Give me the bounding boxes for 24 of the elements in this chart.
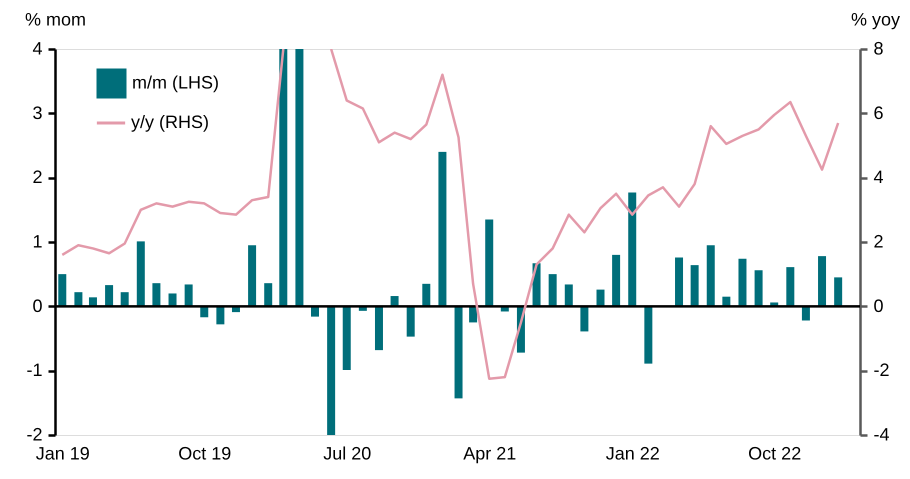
y-tick-label: -1 [26, 360, 42, 380]
y2-axis-title: % yoy [850, 10, 900, 30]
y-tick-label: -2 [26, 424, 42, 444]
x-tick-label: Jan 22 [606, 444, 660, 464]
y-tick-label: 2 [32, 167, 42, 188]
y2-tick-label: 8 [874, 38, 884, 58]
legend-label: y/y (RHS) [131, 112, 209, 132]
y-tick-label: 3 [32, 102, 42, 123]
legend-label: m/m (LHS) [132, 72, 219, 92]
y-tick-label: 4 [32, 38, 42, 58]
y2-tick-label: 2 [874, 232, 884, 252]
y2-tick-label: 6 [874, 102, 884, 123]
y-tick-label: 1 [32, 232, 42, 252]
x-tick-label: Apr 21 [463, 444, 516, 464]
x-tick-label: Oct 19 [178, 444, 232, 464]
y2-tick-label: -2 [874, 360, 890, 380]
y2-tick-label: 4 [874, 167, 884, 188]
y2-tick-label: -4 [874, 424, 890, 444]
y-axis-title: % mom [24, 10, 86, 30]
x-tick-label: Oct 22 [748, 444, 802, 464]
y-tick-label: 0 [32, 296, 42, 316]
y2-tick-label: 0 [874, 296, 884, 316]
x-tick-label: Jan 19 [36, 444, 90, 464]
x-tick-label: Jul 20 [323, 444, 372, 464]
